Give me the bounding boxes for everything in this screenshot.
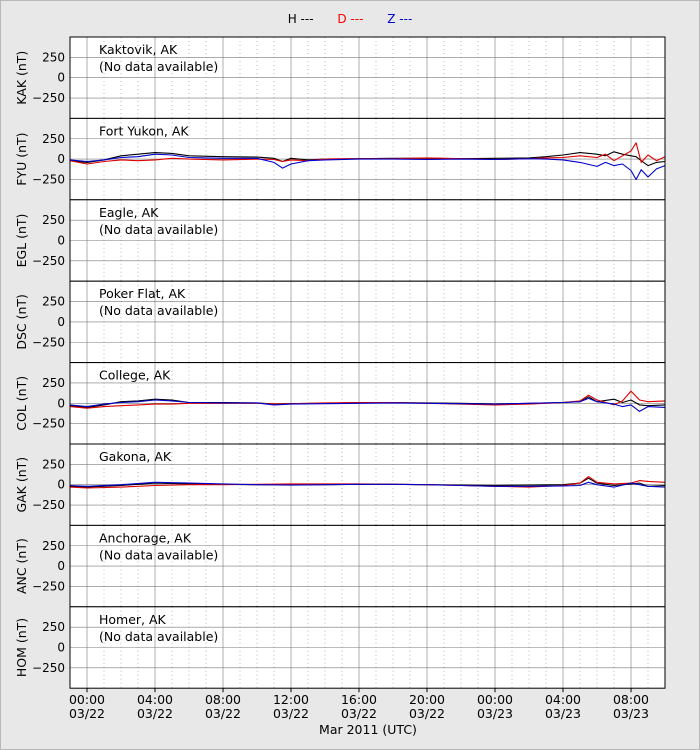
station-label: Eagle, AK xyxy=(99,205,159,220)
no-data-note: (No data available) xyxy=(99,222,218,237)
x-tick-time-label: 00:00 xyxy=(69,692,105,707)
y-axis-label: EGL (nT) xyxy=(14,214,29,268)
x-tick-date-label: 03/22 xyxy=(409,706,445,721)
y-axis-label: HOM (nT) xyxy=(14,618,29,677)
y-tick-label: 250 xyxy=(42,295,65,309)
x-tick-date-label: 03/22 xyxy=(273,706,309,721)
y-tick-label: 0 xyxy=(57,152,65,166)
y-axis-label: DSC (nT) xyxy=(14,294,29,350)
y-tick-label: 250 xyxy=(42,213,65,227)
no-data-note: (No data available) xyxy=(99,303,218,318)
panel-border xyxy=(69,606,666,689)
station-label: Fort Yukon, AK xyxy=(99,123,189,138)
y-tick-label: 250 xyxy=(42,376,65,390)
panel-anc: 250 0 −250 Anchorage, AK (No data available)… xyxy=(14,524,666,608)
y-axis-label: KAK (nT) xyxy=(14,51,29,105)
no-data-note: (No data available) xyxy=(99,59,218,74)
y-tick-label: 250 xyxy=(42,457,65,471)
y-tick-label: −250 xyxy=(32,417,65,431)
panel-col: 250 0 −250 College, AK COL (nT) xyxy=(14,362,666,445)
x-tick-date-label: 03/22 xyxy=(137,706,173,721)
x-axis-label: Mar 2011 (UTC) xyxy=(319,722,417,737)
x-tick-date-label: 03/22 xyxy=(341,706,377,721)
y-tick-label: −250 xyxy=(32,335,65,349)
x-tick-time-label: 04:00 xyxy=(137,692,173,707)
station-label: Gakona, AK xyxy=(99,449,172,464)
y-tick-label: 0 xyxy=(57,641,65,655)
series-line-z xyxy=(69,397,666,412)
series-line-d xyxy=(69,142,666,165)
x-tick-time-label: 08:00 xyxy=(205,692,241,707)
legend-item-h: H --- xyxy=(287,12,314,26)
x-tick-time-label: 08:00 xyxy=(613,692,649,707)
station-label: College, AK xyxy=(99,368,171,383)
no-data-note: (No data available) xyxy=(99,629,218,644)
x-tick-date-label: 03/23 xyxy=(545,706,581,721)
legend: H --- D --- Z --- xyxy=(0,12,700,26)
x-tick-time-label: 12:00 xyxy=(273,692,309,707)
x-tick-time-label: 20:00 xyxy=(409,692,445,707)
panel-gak: 250 0 −250 Gakona, AK GAK (nT) xyxy=(14,443,666,526)
legend-item-z: Z --- xyxy=(387,12,413,26)
legend-item-d: D --- xyxy=(337,12,364,26)
y-tick-label: −250 xyxy=(32,579,65,593)
y-tick-label: 0 xyxy=(57,559,65,573)
y-tick-label: −250 xyxy=(32,661,65,675)
y-tick-label: −250 xyxy=(32,498,65,512)
y-axis-label: ANC (nT) xyxy=(14,538,29,594)
y-tick-label: −250 xyxy=(32,254,65,268)
y-tick-label: 0 xyxy=(57,315,65,329)
y-tick-label: 0 xyxy=(57,396,65,410)
y-tick-label: 250 xyxy=(42,50,65,64)
series-line-z xyxy=(69,481,666,488)
panel-egl: 250 0 −250 Eagle, AK (No data available) EGL … xyxy=(14,199,666,282)
y-tick-label: 0 xyxy=(57,478,65,492)
station-label: Anchorage, AK xyxy=(99,530,192,545)
y-tick-label: 250 xyxy=(42,539,65,553)
x-tick-time-label: 16:00 xyxy=(341,692,377,707)
y-tick-label: 250 xyxy=(42,132,65,146)
y-axis-label: COL (nT) xyxy=(14,376,29,431)
station-label: Homer, AK xyxy=(99,612,167,627)
station-label: Kaktovik, AK xyxy=(99,42,178,57)
no-data-note: (No data available) xyxy=(99,547,218,562)
x-tick-date-label: 03/22 xyxy=(69,706,105,721)
panel-kak: 250 0 −250 Kaktovik, AK (No data available) K… xyxy=(14,36,666,119)
panel-dsc: 250 0 −250 Poker Flat, AK (No data available… xyxy=(14,280,666,364)
y-axis-label: FYU (nT) xyxy=(14,132,29,185)
x-tick-date-label: 03/22 xyxy=(205,706,241,721)
panel-fyu: 250 0 −250 Fort Yukon, AK FYU (nT) xyxy=(14,117,666,201)
panel-hom: 250 0 −250 Homer, AK (No data available) HOM … xyxy=(14,606,666,689)
y-tick-label: 250 xyxy=(42,620,65,634)
x-tick-date-label: 03/23 xyxy=(477,706,513,721)
x-tick-time-label: 04:00 xyxy=(545,692,581,707)
y-tick-label: 0 xyxy=(57,234,65,248)
x-tick-date-label: 03/23 xyxy=(613,706,649,721)
x-tick-time-label: 00:00 xyxy=(477,692,513,707)
y-tick-label: −250 xyxy=(32,172,65,186)
y-tick-label: −250 xyxy=(32,91,65,105)
y-axis-label: GAK (nT) xyxy=(14,457,29,513)
y-tick-label: 0 xyxy=(57,71,65,85)
series-line-z xyxy=(69,153,666,181)
station-label: Poker Flat, AK xyxy=(99,286,186,301)
